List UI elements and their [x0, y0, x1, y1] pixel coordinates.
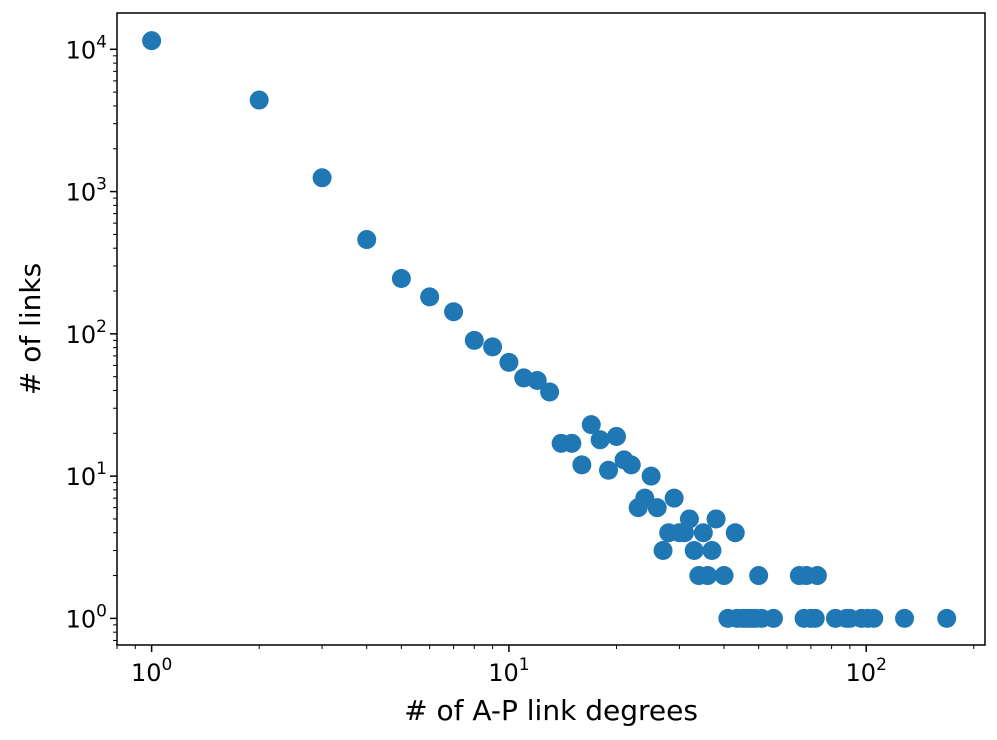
data-point — [621, 455, 641, 475]
data-point — [581, 415, 601, 435]
y-tick-label: 101 — [66, 459, 107, 491]
y-tick-label-base: 10 — [66, 463, 97, 491]
data-point — [937, 608, 957, 628]
data-point — [572, 455, 592, 475]
data-point — [664, 488, 684, 508]
data-point — [805, 608, 825, 628]
x-tick-label: 100 — [131, 655, 172, 687]
y-tick-label-base: 10 — [66, 321, 97, 349]
data-points — [142, 31, 957, 628]
x-tick-label-base: 10 — [846, 659, 877, 687]
data-point — [725, 523, 745, 543]
y-tick-label-exponent: 2 — [96, 317, 107, 337]
data-point — [684, 541, 704, 561]
data-point — [653, 541, 673, 561]
x-tick-label-exponent: 1 — [519, 655, 530, 675]
data-point — [483, 337, 503, 357]
minor-ticks — [113, 55, 975, 649]
data-point — [312, 168, 332, 188]
data-point — [706, 509, 726, 529]
y-tick-label: 103 — [66, 175, 107, 207]
major-ticks — [110, 48, 867, 652]
data-point — [606, 426, 626, 446]
data-point — [763, 608, 783, 628]
y-tick-label-base: 10 — [66, 179, 97, 207]
data-point — [895, 608, 915, 628]
data-point — [590, 430, 610, 450]
y-tick-label-base: 10 — [66, 605, 97, 633]
y-tick-label-base: 10 — [66, 36, 97, 64]
y-tick-label-exponent: 0 — [96, 601, 107, 621]
x-tick-label: 102 — [846, 655, 887, 687]
data-point — [391, 268, 411, 288]
y-tick-label: 100 — [66, 601, 107, 633]
y-tick-label-exponent: 4 — [96, 32, 107, 52]
data-point — [698, 566, 718, 586]
x-axis-label: # of A-P link degrees — [404, 694, 698, 727]
data-point — [749, 566, 769, 586]
data-point — [142, 31, 162, 51]
x-tick-label-exponent: 0 — [161, 655, 172, 675]
data-point — [807, 566, 827, 586]
y-tick-label-exponent: 1 — [96, 459, 107, 479]
x-tick-label-exponent: 2 — [876, 655, 887, 675]
data-point — [249, 90, 269, 110]
data-point — [693, 523, 713, 543]
data-point — [702, 541, 722, 561]
data-point — [464, 330, 484, 350]
y-tick-label: 104 — [66, 32, 107, 64]
y-axis-label: # of links — [14, 263, 47, 395]
x-tick-label-base: 10 — [488, 659, 519, 687]
y-tick-label-exponent: 3 — [96, 175, 107, 195]
x-tick-label: 101 — [488, 655, 529, 687]
data-point — [499, 352, 519, 372]
data-point — [540, 382, 560, 402]
data-point — [562, 433, 582, 453]
data-point — [864, 608, 884, 628]
data-point — [647, 498, 667, 518]
data-point — [420, 287, 440, 307]
plot-area-frame — [116, 12, 986, 646]
data-point — [679, 509, 699, 529]
data-point — [714, 566, 734, 586]
data-point — [527, 370, 547, 390]
data-point — [599, 460, 619, 480]
x-tick-label-base: 10 — [131, 659, 162, 687]
y-tick-label: 102 — [66, 317, 107, 349]
data-point — [444, 302, 464, 322]
data-point — [641, 466, 661, 486]
data-point — [357, 230, 377, 250]
